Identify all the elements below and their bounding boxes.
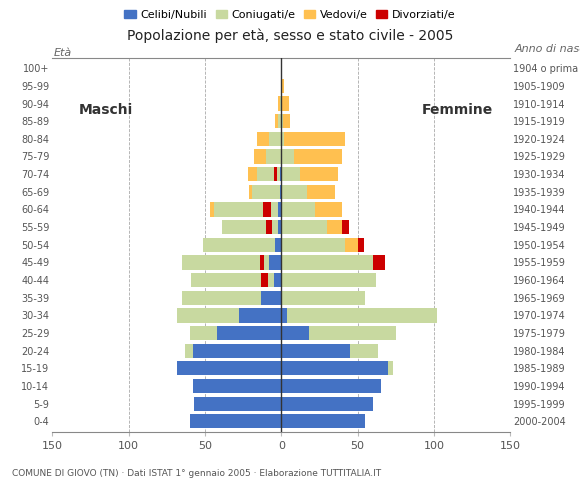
- Bar: [281, 185, 307, 199]
- Bar: [257, 167, 280, 181]
- Bar: [281, 114, 283, 128]
- Bar: [263, 203, 271, 216]
- Bar: [293, 149, 342, 164]
- Bar: [248, 167, 257, 181]
- Bar: [238, 308, 281, 323]
- Bar: [260, 255, 264, 270]
- Bar: [214, 203, 278, 216]
- Bar: [281, 96, 289, 110]
- Bar: [278, 114, 281, 128]
- Text: COMUNE DI GIOVO (TN) · Dati ISTAT 1° gennaio 2005 · Elaborazione TUTTITALIA.IT: COMUNE DI GIOVO (TN) · Dati ISTAT 1° gen…: [12, 468, 380, 478]
- Bar: [262, 273, 267, 287]
- Bar: [278, 96, 280, 110]
- Bar: [191, 273, 274, 287]
- Bar: [307, 185, 335, 199]
- Bar: [288, 308, 437, 323]
- Bar: [177, 308, 238, 323]
- Bar: [193, 379, 281, 393]
- Bar: [281, 238, 346, 252]
- Bar: [346, 238, 358, 252]
- Bar: [309, 326, 396, 340]
- Bar: [342, 220, 349, 234]
- Text: Femmine: Femmine: [421, 103, 492, 117]
- Bar: [177, 361, 281, 375]
- Bar: [388, 361, 393, 375]
- Bar: [217, 326, 281, 340]
- Bar: [274, 167, 277, 181]
- Bar: [281, 344, 350, 358]
- Bar: [281, 361, 388, 375]
- Bar: [281, 149, 293, 164]
- Bar: [182, 291, 262, 305]
- Bar: [222, 220, 278, 234]
- Legend: Celibi/Nubili, Coniugati/e, Vedovi/e, Divorziati/e: Celibi/Nubili, Coniugati/e, Vedovi/e, Di…: [120, 6, 460, 24]
- Bar: [266, 149, 281, 164]
- Bar: [204, 238, 275, 252]
- Bar: [275, 238, 281, 252]
- Bar: [193, 344, 281, 358]
- Bar: [194, 396, 281, 411]
- Bar: [274, 273, 281, 287]
- Bar: [280, 167, 281, 181]
- Bar: [281, 220, 327, 234]
- Bar: [281, 132, 284, 146]
- Bar: [281, 414, 365, 429]
- Bar: [350, 344, 378, 358]
- Bar: [252, 185, 280, 199]
- Bar: [281, 396, 373, 411]
- Bar: [281, 203, 315, 216]
- Bar: [209, 203, 214, 216]
- Bar: [257, 132, 269, 146]
- Bar: [249, 185, 252, 199]
- Bar: [269, 132, 281, 146]
- Bar: [283, 114, 291, 128]
- Bar: [358, 238, 364, 252]
- Bar: [278, 203, 281, 216]
- Bar: [281, 326, 309, 340]
- Bar: [190, 414, 281, 429]
- Bar: [281, 308, 288, 323]
- Bar: [281, 291, 365, 305]
- Bar: [327, 220, 342, 234]
- Bar: [182, 255, 269, 270]
- Bar: [373, 255, 385, 270]
- Text: Popolazione per età, sesso e stato civile - 2005: Popolazione per età, sesso e stato civil…: [127, 29, 453, 43]
- Bar: [315, 203, 342, 216]
- Bar: [280, 96, 281, 110]
- Bar: [281, 273, 376, 287]
- Bar: [278, 220, 281, 234]
- Bar: [284, 132, 346, 146]
- Bar: [185, 344, 193, 358]
- Bar: [281, 255, 373, 270]
- Bar: [266, 220, 272, 234]
- Bar: [281, 79, 284, 93]
- Bar: [275, 114, 278, 128]
- Bar: [281, 379, 380, 393]
- Bar: [281, 167, 300, 181]
- Bar: [262, 291, 281, 305]
- Bar: [269, 255, 281, 270]
- Bar: [300, 167, 338, 181]
- Text: Età: Età: [54, 48, 72, 59]
- Text: Maschi: Maschi: [78, 103, 133, 117]
- Bar: [190, 326, 217, 340]
- Bar: [280, 185, 281, 199]
- Bar: [254, 149, 266, 164]
- Text: Anno di nascita: Anno di nascita: [515, 44, 580, 54]
